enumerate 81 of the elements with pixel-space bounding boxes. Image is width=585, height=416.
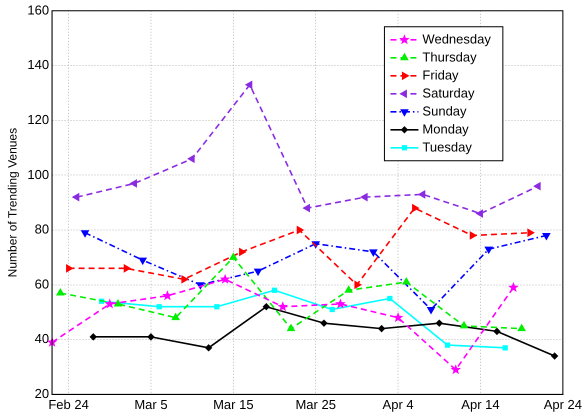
point [81, 230, 90, 238]
point [147, 333, 154, 340]
x-tick-label: Mar 25 [295, 396, 336, 412]
point [470, 232, 477, 240]
point [156, 304, 162, 310]
point [229, 252, 238, 260]
y-tick-label: 140 [27, 57, 50, 72]
point [272, 288, 278, 293]
point [90, 333, 97, 340]
point [172, 313, 180, 320]
legend-label: Thursday [422, 49, 478, 64]
point [402, 278, 410, 285]
point [205, 344, 212, 352]
legend-label: Monday [422, 121, 470, 136]
point [320, 320, 328, 327]
point [239, 248, 246, 256]
point [114, 299, 122, 306]
point [302, 204, 310, 212]
x-tick-label: Feb 24 [48, 396, 89, 412]
x-tick-label: Apr 24 [544, 396, 582, 412]
point [287, 324, 295, 332]
legend-label: Wednesday [422, 31, 492, 46]
y-tick-label: 80 [34, 222, 50, 237]
point [360, 193, 368, 202]
point [335, 298, 346, 308]
point [460, 321, 468, 328]
y-tick-label: 60 [34, 276, 50, 292]
legend-label: Sunday [422, 103, 468, 118]
x-tick-label: Apr 4 [382, 396, 414, 412]
point [527, 228, 534, 237]
point [392, 312, 404, 322]
y-tick-label: 160 [27, 2, 50, 18]
x-tick-label: Apr 14 [461, 396, 500, 412]
x-tick-label: Mar 5 [134, 396, 168, 412]
point [72, 193, 80, 202]
point [214, 304, 220, 310]
y-tick-label: 100 [27, 166, 50, 182]
point [484, 246, 493, 254]
point [162, 290, 173, 300]
point [542, 232, 550, 240]
point [56, 288, 64, 296]
point [418, 190, 426, 198]
point [369, 249, 378, 256]
point [412, 204, 420, 212]
point [124, 264, 131, 272]
point [66, 264, 74, 272]
point [427, 306, 436, 314]
point [508, 282, 519, 292]
point [387, 296, 392, 302]
point [436, 320, 443, 327]
point [130, 179, 137, 188]
point [518, 324, 526, 332]
point [344, 286, 353, 293]
point [378, 325, 386, 332]
point [476, 210, 483, 218]
legend-label: Saturday [422, 85, 475, 100]
point [502, 345, 508, 350]
legend-label: Friday [422, 67, 460, 82]
y-axis-title: Number of Trending Venues [6, 128, 20, 278]
point [296, 226, 304, 234]
point [354, 280, 362, 289]
point [278, 301, 288, 312]
x-tick-label: Mar 15 [213, 396, 254, 412]
point [188, 154, 195, 163]
point [534, 182, 541, 190]
point [551, 352, 558, 360]
point [138, 258, 147, 265]
point [330, 306, 335, 312]
point [493, 328, 500, 335]
point [450, 364, 461, 374]
point [181, 275, 188, 284]
y-tick-label: 120 [27, 112, 50, 127]
legend-label: Tuesday [422, 139, 472, 154]
y-tick-label: 20 [34, 386, 50, 401]
point [254, 268, 262, 276]
point [220, 274, 230, 284]
point [262, 303, 270, 310]
point [444, 342, 450, 348]
point [245, 80, 252, 89]
point [104, 298, 115, 308]
y-tick-label: 40 [34, 331, 50, 346]
